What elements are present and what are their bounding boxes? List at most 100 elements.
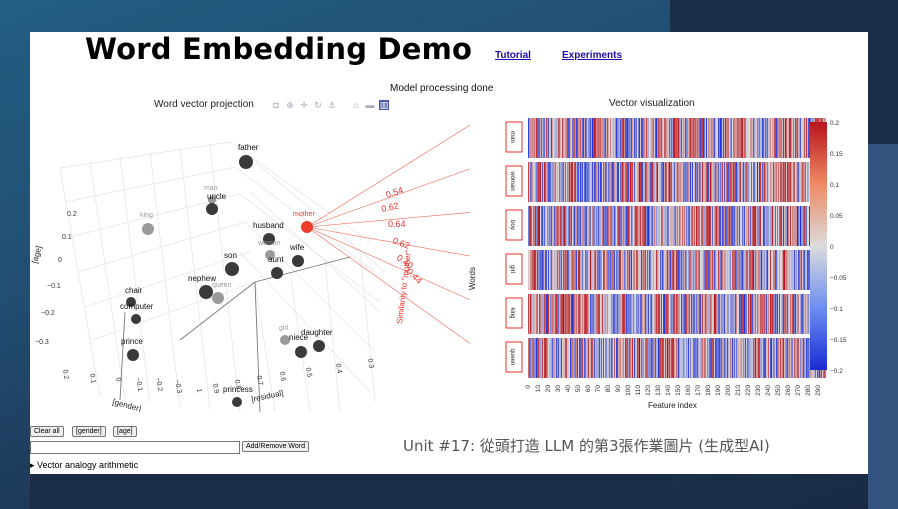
xtick-label: 220: [745, 385, 752, 396]
similarity-line: [306, 226, 470, 301]
word-point-man[interactable]: [208, 196, 216, 204]
xtick-label: 200: [725, 385, 732, 396]
word-label-computer: computer: [120, 302, 154, 311]
word-label-chair: chair: [125, 286, 143, 295]
gender-ticks: 0.2 0.1 0 −0.1 −0.2 −0.3: [61, 369, 182, 394]
plotly-logo-icon[interactable]: ▥: [379, 100, 389, 110]
gender-axis-label: [gender]: [111, 397, 142, 412]
xtick-label: 110: [635, 385, 642, 396]
row-label-box[interactable]: [505, 121, 523, 153]
similarity-line: [306, 168, 470, 228]
age-axis-label: [age]: [30, 245, 43, 265]
word-point-queen[interactable]: [212, 292, 224, 304]
row-label-box[interactable]: [505, 209, 523, 241]
age-tick: 0.2: [67, 211, 77, 218]
heatmap-xlabel: Feature index: [648, 401, 697, 410]
age-tick: −0.1: [47, 283, 61, 290]
word-point-king[interactable]: [142, 223, 154, 235]
word-label-husband: husband: [253, 221, 284, 230]
heatmap-row-king: [528, 294, 827, 334]
word-point-niece[interactable]: [295, 346, 307, 358]
word-point-nephew[interactable]: [199, 285, 213, 299]
residual-tick: 0.6: [278, 371, 287, 382]
word-label-princess: princess: [223, 385, 253, 394]
word-label-mother: mother: [293, 211, 315, 218]
word-point-uncle[interactable]: [206, 203, 218, 215]
gender-tick: −0.2: [154, 377, 163, 392]
colorbar-tick: −0.05: [830, 275, 847, 282]
colorbar-tick: −0.1: [830, 306, 843, 313]
word-point-girl[interactable]: [280, 335, 290, 345]
word-point-father[interactable]: [239, 155, 253, 169]
xtick-label: 150: [675, 385, 682, 396]
word-label-son: son: [224, 251, 237, 260]
age-tick: 0: [58, 257, 62, 264]
hover-icon[interactable]: ▬: [365, 100, 375, 110]
camera-icon[interactable]: ◘: [273, 100, 279, 110]
page-title: Word Embedding Demo: [85, 32, 473, 66]
word-point-prince[interactable]: [127, 349, 139, 361]
residual-tick: 0.3: [366, 358, 375, 369]
word-label-man: man: [204, 185, 218, 192]
turntable-icon[interactable]: ⚓: [327, 100, 337, 110]
heatmap-xticks: 0 10 20 30 40 50 60 70 80 90 100 110 120 130 140 150 160…: [525, 385, 822, 396]
word-label-queen: queen: [212, 282, 232, 289]
home-icon[interactable]: ⌂: [353, 100, 359, 110]
word-label-father: father: [238, 143, 259, 152]
row-label-box[interactable]: [505, 253, 523, 285]
row-label-king: king: [509, 307, 515, 318]
row-label-box[interactable]: [505, 341, 523, 373]
word-label-wife: wife: [289, 243, 305, 252]
tutorial-link[interactable]: Tutorial: [495, 50, 531, 61]
projection-title: Word vector projection: [154, 99, 254, 110]
word-point-son[interactable]: [225, 262, 239, 276]
word-point-princess[interactable]: [232, 397, 242, 407]
xtick-label: 0: [525, 385, 532, 389]
row-label-box[interactable]: [505, 165, 523, 197]
age-tick: −0.2: [41, 310, 55, 317]
word-input[interactable]: [30, 441, 240, 454]
status-text: Model processing done: [390, 83, 494, 94]
add-remove-word-button[interactable]: Add/Remove Word: [242, 441, 310, 452]
colorbar-tick: −0.15: [830, 337, 847, 344]
row-label-queen: queen: [509, 349, 515, 366]
xtick-label: 140: [665, 385, 672, 396]
xtick-label: 160: [685, 385, 692, 396]
heatmap-row-woman: [528, 162, 827, 202]
row-label-woman: woman: [509, 170, 515, 190]
pan-icon[interactable]: ✛: [300, 100, 308, 110]
zoom-icon[interactable]: ⊕: [286, 100, 294, 110]
xtick-label: 170: [695, 385, 702, 396]
heatmap-row-boy: [528, 206, 827, 246]
word-label-prince: prince: [121, 337, 143, 346]
word-point-computer[interactable]: [131, 314, 141, 324]
word-point-daughter[interactable]: [313, 340, 325, 352]
orbit-icon[interactable]: ↻: [314, 100, 322, 110]
demo-app-window: Word Embedding Demo Tutorial Experiments…: [30, 32, 868, 474]
similarity-line: [306, 226, 470, 344]
word-point-chair[interactable]: [126, 297, 136, 307]
word-point-mother[interactable]: [301, 221, 313, 233]
clear-all-button[interactable]: Clear all: [30, 426, 64, 437]
experiments-link[interactable]: Experiments: [562, 50, 623, 61]
heatmap-title: Vector visualization: [609, 98, 695, 109]
xtick-label: 250: [775, 385, 782, 396]
age-ticks: 0.2 0.1 0 −0.1 −0.2 −0.3: [35, 211, 77, 346]
word-point-woman[interactable]: [265, 250, 275, 260]
gender-button[interactable]: [gender]: [72, 426, 106, 437]
colorbar-tick: 0.2: [830, 120, 839, 127]
similarity-line: [306, 124, 470, 228]
row-label-box[interactable]: [505, 297, 523, 329]
word-point-aunt[interactable]: [271, 267, 283, 279]
vector-analogy-toggle[interactable]: ▸ Vector analogy arithmetic: [30, 460, 139, 470]
age-button[interactable]: [age]: [113, 426, 137, 437]
xtick-label: 20: [545, 385, 552, 393]
word-point-wife[interactable]: [292, 255, 304, 267]
word-point-husband[interactable]: [263, 233, 275, 245]
word-label-nephew: nephew: [188, 274, 216, 283]
xtick-label: 80: [605, 385, 612, 393]
word-label-uncle: uncle: [207, 192, 227, 201]
